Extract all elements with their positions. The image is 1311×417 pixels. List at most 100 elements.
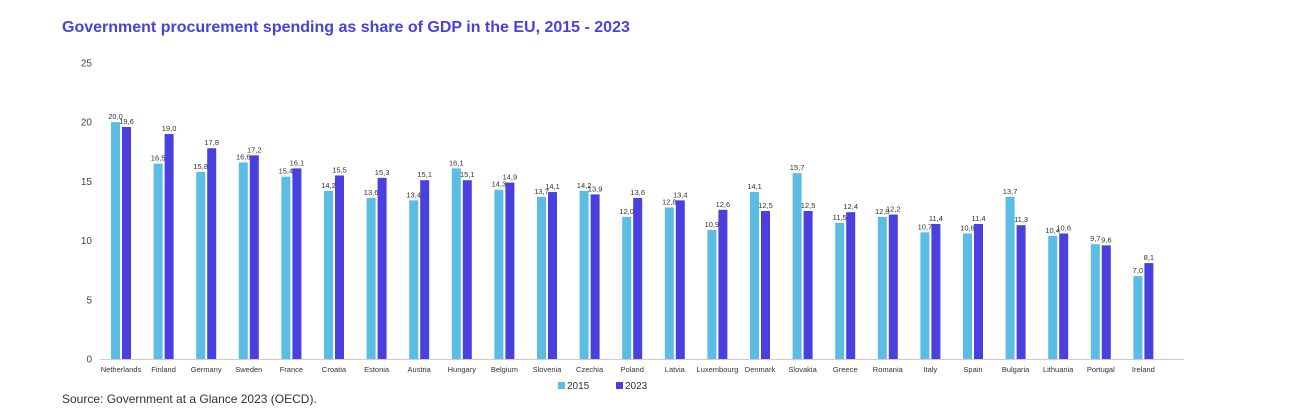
category-label: Greece <box>833 365 858 374</box>
category-label: Italy <box>924 365 938 374</box>
category-label: Denmark <box>745 365 776 374</box>
bar-2015 <box>707 229 717 359</box>
category-label: Poland <box>621 365 644 374</box>
category-label: Romania <box>873 365 904 374</box>
bar-2015 <box>111 122 120 359</box>
y-tick-label: 5 <box>86 295 92 306</box>
bar-2015 <box>963 233 972 359</box>
data-label-2023: 9,6 <box>1101 235 1111 244</box>
category-label: Spain <box>963 365 982 374</box>
data-label-2015: 10,7 <box>918 222 933 231</box>
y-tick-label: 10 <box>81 236 93 247</box>
category-label: Latvia <box>665 365 686 374</box>
data-label-2015: 15,7 <box>790 163 805 172</box>
data-label-2023: 17,2 <box>247 145 262 154</box>
category-label: Slovenia <box>533 365 563 374</box>
category-label: Estonia <box>364 365 390 374</box>
bar-2023 <box>761 211 770 359</box>
data-label-2015: 10,9 <box>705 220 720 229</box>
legend-swatch-2023 <box>616 382 623 389</box>
data-label-2023: 13,9 <box>588 184 603 193</box>
bar-2015 <box>1005 196 1015 359</box>
data-label-2015: 14,2 <box>577 181 592 190</box>
data-label-2023: 19,0 <box>162 124 177 133</box>
bar-2015 <box>920 232 930 359</box>
bar-2015 <box>281 176 291 359</box>
bar-2023 <box>974 224 983 359</box>
data-label-2023: 12,4 <box>843 202 858 211</box>
source-note: Source: Government at a Glance 2023 (OEC… <box>62 392 317 406</box>
chart-title: Government procurement spending as share… <box>62 19 630 36</box>
bar-2023 <box>888 214 898 359</box>
legend-swatch-2015 <box>558 382 565 389</box>
data-label-2015: 14,3 <box>492 180 507 189</box>
data-label-2015: 15,8 <box>193 162 208 171</box>
data-label-2015: 13,4 <box>406 190 421 199</box>
data-label-2015: 14,1 <box>747 182 762 191</box>
bar-2015 <box>1090 244 1100 359</box>
bar-2023 <box>1144 263 1154 359</box>
category-label: Belgium <box>491 365 518 374</box>
data-label-2023: 15,1 <box>460 170 475 179</box>
bar-2023 <box>122 126 131 359</box>
bar-2015 <box>153 163 163 359</box>
bar-2023 <box>633 197 643 359</box>
data-label-2023: 13,6 <box>630 188 645 197</box>
bar-2023 <box>718 209 728 359</box>
category-labels: Netherlands Finland Germany Sweden France Cro… <box>101 365 1155 374</box>
data-label-2023: 8,1 <box>1144 253 1154 262</box>
bar-2023 <box>335 175 344 359</box>
bar-2015 <box>537 196 546 359</box>
bar-2023 <box>803 211 813 359</box>
data-label-2015: 16,5 <box>151 154 166 163</box>
bar-2023 <box>1016 225 1026 359</box>
category-label: Finland <box>151 365 176 374</box>
data-label-2015: 11,5 <box>833 213 847 222</box>
bar-2015 <box>792 173 802 359</box>
bar-2015 <box>1048 235 1058 359</box>
data-label-2015: 7,0 <box>1133 266 1143 275</box>
category-label: Netherlands <box>101 365 142 374</box>
data-label-2015: 10,6 <box>960 223 975 232</box>
data-label-2023: 12,2 <box>886 205 901 214</box>
legend: 2015 2023 <box>558 381 648 392</box>
data-label-2015: 13,6 <box>364 188 379 197</box>
legend-label-2015: 2015 <box>567 381 590 392</box>
data-label-2015: 16,1 <box>449 158 464 167</box>
data-label-2023: 11,4 <box>929 214 943 223</box>
data-label-2015: 20,0 <box>108 112 123 121</box>
category-label: Portugal <box>1087 365 1115 374</box>
bar-2023 <box>548 192 557 359</box>
category-label: Bulgaria <box>1002 365 1030 374</box>
bar-2023 <box>462 180 472 359</box>
data-label-2023: 16,1 <box>290 158 305 167</box>
data-label-2015: 14,2 <box>321 181 336 190</box>
category-label: Czechia <box>576 365 604 374</box>
data-label-2023: 14,9 <box>503 173 518 182</box>
bar-2023 <box>249 155 259 359</box>
bar-2023 <box>1101 245 1111 359</box>
data-label-2023: 15,3 <box>375 168 390 177</box>
data-labels: 20,019,616,519,015,817,816,617,215,416,1… <box>108 112 1154 275</box>
data-label-2023: 14,1 <box>545 182 560 191</box>
data-label-2015: 13,7 <box>534 187 549 196</box>
bar-2015 <box>1133 276 1143 359</box>
bar-2023 <box>505 182 515 359</box>
data-label-2023: 15,5 <box>332 165 347 174</box>
y-tick-label: 0 <box>86 355 92 366</box>
category-label: Austria <box>408 365 432 374</box>
data-label-2023: 19,6 <box>119 117 134 126</box>
data-label-2023: 17,8 <box>204 138 219 147</box>
category-label: Lithuania <box>1043 365 1074 374</box>
y-axis: 0 5 10 15 20 25 <box>81 59 93 366</box>
bar-2023 <box>931 224 941 359</box>
legend-label-2023: 2023 <box>625 381 648 392</box>
data-label-2015: 10,4 <box>1045 226 1060 235</box>
data-label-2015: 13,7 <box>1003 187 1018 196</box>
bar-2015 <box>494 189 504 359</box>
data-label-2015: 16,6 <box>236 152 251 161</box>
data-label-2023: 12,5 <box>801 201 816 210</box>
bar-2015 <box>750 192 759 359</box>
bar-2023 <box>377 177 387 359</box>
